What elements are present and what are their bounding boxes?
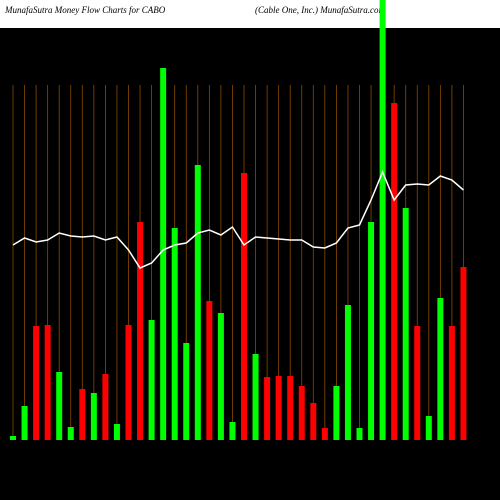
bar [241,173,247,440]
chart-title: MunafaSutra Money Flow Charts for CABO [4,5,166,15]
bar [275,376,282,440]
bar [206,301,213,440]
bar [379,0,386,440]
bar [194,165,201,440]
bar [460,267,467,440]
bar [160,68,167,440]
bar [10,436,16,440]
bar [33,326,40,440]
bar [287,376,294,440]
bar [44,325,51,440]
bar [368,222,375,440]
bar [448,326,455,440]
bar [333,386,340,440]
bar [125,325,132,440]
bar [414,326,421,440]
bar [425,416,432,440]
bar [391,103,398,440]
bar [79,389,86,440]
bar [21,406,28,440]
bar [344,305,351,440]
bar [298,386,305,440]
bar [217,313,224,440]
bar [67,427,74,440]
bar [252,354,259,440]
bar [90,393,97,440]
bar [113,424,120,440]
bar [321,428,328,440]
bar [56,372,63,440]
bar [229,422,236,440]
bar [102,374,109,440]
bar [310,403,317,440]
bar [356,428,363,440]
chart-subtitle: (Cable One, Inc.) MunafaSutra.com [255,5,385,15]
bar [171,228,178,440]
bar [264,377,271,440]
bar [437,298,444,440]
bar [148,320,155,440]
header [0,0,500,28]
bar [402,208,409,440]
bar [137,222,144,440]
money-flow-line [12,170,464,269]
bar [183,343,190,440]
